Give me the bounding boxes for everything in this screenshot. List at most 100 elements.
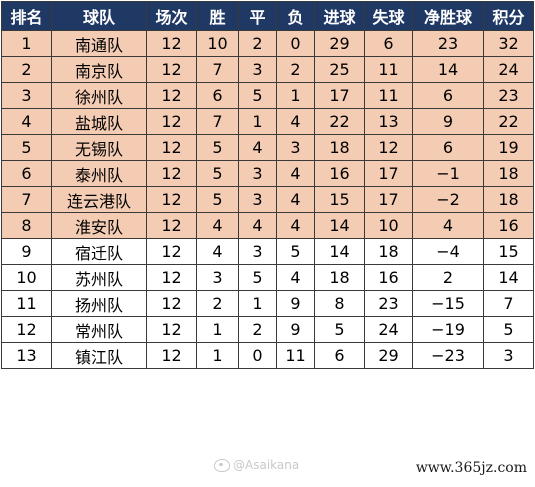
cell-lost: 4 (276, 160, 315, 187)
cell-team: 苏州队 (51, 264, 147, 291)
cell-played: 12 (146, 30, 197, 57)
table-row: 5 无锡队 12 5 4 3 18 12 6 19 (1, 134, 534, 161)
cell-won: 4 (196, 238, 239, 265)
cell-lost: 4 (276, 264, 315, 291)
cell-goal-difference: 2 (412, 264, 484, 291)
header-goal-difference: 净胜球 (412, 1, 484, 31)
cell-goals-for: 17 (314, 82, 365, 109)
cell-played: 12 (146, 264, 197, 291)
weibo-watermark: @Asaikana (214, 458, 299, 472)
cell-goal-difference: −2 (412, 186, 484, 213)
cell-played: 12 (146, 82, 197, 109)
cell-goal-difference: −19 (412, 316, 484, 343)
cell-goal-difference: 4 (412, 212, 484, 239)
cell-lost: 9 (276, 316, 315, 343)
cell-drawn: 4 (238, 134, 277, 161)
cell-lost: 1 (276, 82, 315, 109)
table-row: 4 盐城队 12 7 1 4 22 13 9 22 (1, 108, 534, 135)
cell-goals-against: 10 (364, 212, 413, 239)
header-goals-for: 进球 (314, 1, 365, 31)
header-drawn: 平 (238, 1, 277, 31)
cell-played: 12 (146, 316, 197, 343)
cell-points: 7 (483, 290, 534, 317)
cell-played: 12 (146, 160, 197, 187)
cell-goals-for: 18 (314, 264, 365, 291)
cell-won: 5 (196, 134, 239, 161)
cell-won: 10 (196, 30, 239, 57)
cell-points: 24 (483, 56, 534, 83)
cell-lost: 0 (276, 30, 315, 57)
cell-rank: 12 (1, 316, 52, 343)
cell-rank: 11 (1, 290, 52, 317)
cell-drawn: 3 (238, 160, 277, 187)
site-url: www.365jz.com (415, 460, 527, 476)
weibo-logo-icon (214, 459, 230, 472)
cell-goals-for: 6 (314, 342, 365, 369)
cell-won: 2 (196, 290, 239, 317)
header-goals-against: 失球 (364, 1, 413, 31)
cell-drawn: 1 (238, 108, 277, 135)
cell-goals-for: 5 (314, 316, 365, 343)
cell-goals-against: 11 (364, 56, 413, 83)
cell-goal-difference: −1 (412, 160, 484, 187)
cell-lost: 4 (276, 212, 315, 239)
header-lost: 负 (276, 1, 315, 31)
cell-goal-difference: 14 (412, 56, 484, 83)
cell-points: 5 (483, 316, 534, 343)
cell-team: 常州队 (51, 316, 147, 343)
header-points: 积分 (483, 1, 534, 31)
cell-played: 12 (146, 290, 197, 317)
cell-team: 淮安队 (51, 212, 147, 239)
cell-lost: 3 (276, 134, 315, 161)
cell-drawn: 5 (238, 264, 277, 291)
standings-table: 排名 球队 场次 胜 平 负 进球 失球 净胜球 积分 1 南通队 12 10 2 0 29… (1, 1, 534, 369)
cell-team: 无锡队 (51, 134, 147, 161)
cell-points: 16 (483, 212, 534, 239)
cell-rank: 7 (1, 186, 52, 213)
cell-played: 12 (146, 134, 197, 161)
cell-drawn: 3 (238, 238, 277, 265)
cell-goal-difference: 6 (412, 82, 484, 109)
cell-lost: 2 (276, 56, 315, 83)
cell-points: 14 (483, 264, 534, 291)
table-row: 13 镇江队 12 1 0 11 6 29 −23 3 (1, 342, 534, 369)
cell-goals-against: 23 (364, 290, 413, 317)
cell-drawn: 0 (238, 342, 277, 369)
cell-team: 盐城队 (51, 108, 147, 135)
cell-team: 扬州队 (51, 290, 147, 317)
cell-points: 22 (483, 108, 534, 135)
cell-goals-against: 17 (364, 160, 413, 187)
cell-rank: 6 (1, 160, 52, 187)
header-rank: 排名 (1, 1, 52, 31)
cell-points: 23 (483, 82, 534, 109)
watermark-handle: @Asaikana (233, 458, 300, 472)
cell-rank: 8 (1, 212, 52, 239)
cell-played: 12 (146, 212, 197, 239)
standings-body: 1 南通队 12 10 2 0 29 6 23 32 2 南京队 12 7 3 2 25 11 14 24 3 徐州队 12… (1, 30, 534, 369)
cell-won: 6 (196, 82, 239, 109)
table-row: 8 淮安队 12 4 4 4 14 10 4 16 (1, 212, 534, 239)
cell-drawn: 3 (238, 186, 277, 213)
table-row: 2 南京队 12 7 3 2 25 11 14 24 (1, 56, 534, 83)
cell-goal-difference: −23 (412, 342, 484, 369)
cell-played: 12 (146, 108, 197, 135)
cell-goals-for: 22 (314, 108, 365, 135)
cell-won: 3 (196, 264, 239, 291)
cell-goal-difference: 6 (412, 134, 484, 161)
cell-lost: 11 (276, 342, 315, 369)
cell-team: 南京队 (51, 56, 147, 83)
cell-goal-difference: 23 (412, 30, 484, 57)
cell-rank: 1 (1, 30, 52, 57)
cell-played: 12 (146, 342, 197, 369)
cell-goals-for: 25 (314, 56, 365, 83)
cell-played: 12 (146, 238, 197, 265)
header-row: 排名 球队 场次 胜 平 负 进球 失球 净胜球 积分 (1, 1, 534, 31)
cell-rank: 2 (1, 56, 52, 83)
cell-points: 15 (483, 238, 534, 265)
cell-goals-against: 29 (364, 342, 413, 369)
cell-won: 7 (196, 56, 239, 83)
cell-drawn: 1 (238, 290, 277, 317)
cell-drawn: 3 (238, 56, 277, 83)
cell-team: 镇江队 (51, 342, 147, 369)
cell-goal-difference: −15 (412, 290, 484, 317)
